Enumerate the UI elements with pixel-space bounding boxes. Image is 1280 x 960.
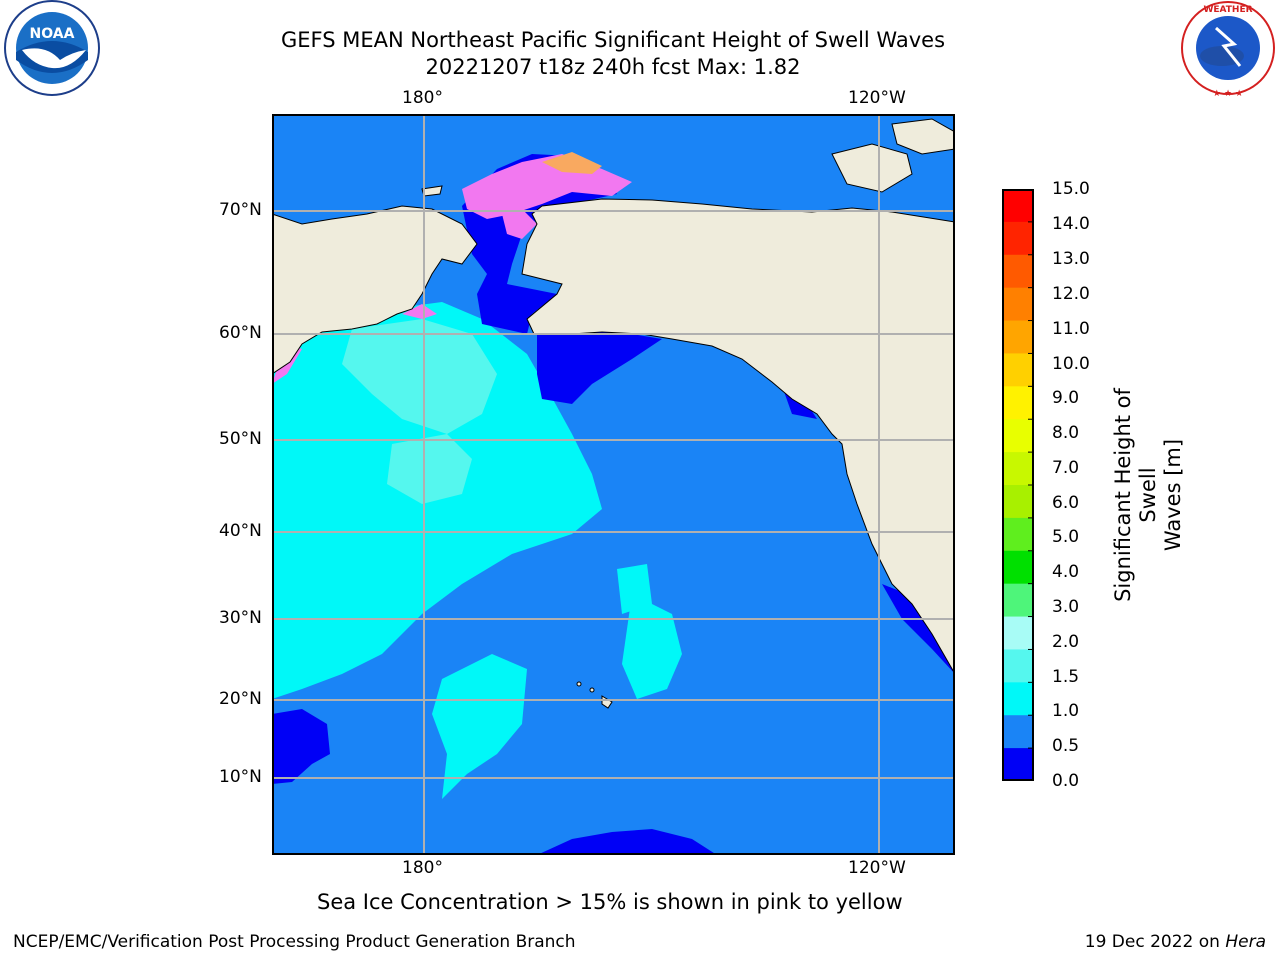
- colorbar-segment: [1002, 254, 1034, 289]
- svg-text:WEATHER: WEATHER: [1203, 5, 1252, 15]
- colorbar-segment: [1002, 649, 1034, 683]
- colorbar-segment: [1002, 452, 1034, 486]
- colorbar-border: [1002, 189, 1034, 781]
- colorbar-segment: [1002, 517, 1034, 552]
- colorbar-segment: [1002, 616, 1034, 650]
- colorbar-segment: [1002, 748, 1034, 782]
- footer-date: 19 Dec 2022 on Hera: [1085, 932, 1266, 952]
- colorbar-tick-0: 0.0: [1052, 771, 1080, 791]
- colorbar-tick-13: 13.0: [1052, 249, 1090, 269]
- lat-label-50n: 50°N: [219, 429, 262, 449]
- colorbar-tick-3: 3.0: [1052, 597, 1080, 617]
- colorbar: [1002, 188, 1034, 782]
- colorbar-label-line1: Significant Height of Swell: [1111, 388, 1160, 602]
- colorbar-tick-6: 6.0: [1052, 493, 1080, 513]
- colorbar-segment: [1002, 189, 1034, 223]
- noaa-logo-text: NOAA: [30, 26, 75, 42]
- footer-machine: Hera: [1225, 932, 1266, 952]
- footer-credit: NCEP/EMC/Verification Post Processing Pr…: [13, 932, 576, 952]
- lat-label-10n: 10°N: [219, 767, 262, 787]
- sea-ice-caption: Sea Ice Concentration > 15% is shown in …: [317, 890, 903, 914]
- colorbar-segment: [1002, 386, 1034, 420]
- colorbar-segment: [1002, 682, 1034, 716]
- colorbar-segment: [1002, 287, 1034, 322]
- colorbar-label: Significant Height of Swell Waves [m]: [1111, 363, 1185, 627]
- colorbar-tick-15: 15.0: [1052, 179, 1090, 199]
- colorbar-tick-9: 9.0: [1052, 388, 1080, 408]
- svg-text:★ ★ ★: ★ ★ ★: [1213, 89, 1243, 99]
- colorbar-segment: [1002, 550, 1034, 585]
- colorbar-label-line2: Waves [m]: [1161, 438, 1185, 552]
- colorbar-segment: [1002, 221, 1034, 256]
- map-panel: [271, 114, 956, 855]
- colorbar-tick-1-5: 1.5: [1052, 667, 1080, 687]
- colorbar-tick-10: 10.0: [1052, 354, 1090, 374]
- lat-label-70n: 70°N: [219, 200, 262, 220]
- lat-label-20n: 20°N: [219, 689, 262, 709]
- lon-label-top-120w: 120°W: [848, 88, 906, 108]
- lon-label-bottom-120w: 120°W: [848, 858, 906, 878]
- colorbar-tick-2: 2.0: [1052, 632, 1080, 652]
- colorbar-tick-5: 5.0: [1052, 527, 1080, 547]
- colorbar-segment: [1002, 320, 1034, 354]
- chart-subtitle: 20221207 t18z 240h fcst Max: 1.82: [425, 55, 801, 79]
- colorbar-segment: [1002, 715, 1034, 749]
- colorbar-tick-11: 11.0: [1052, 319, 1090, 339]
- colorbar-tick-1: 1.0: [1052, 701, 1080, 721]
- colorbar-tick-8: 8.0: [1052, 423, 1080, 443]
- colorbar-tick-14: 14.0: [1052, 214, 1090, 234]
- chart-title: GEFS MEAN Northeast Pacific Significant …: [280, 28, 946, 52]
- colorbar-tick-4: 4.0: [1052, 562, 1080, 582]
- colorbar-tick-7: 7.0: [1052, 458, 1080, 478]
- lon-label-top-180: 180°: [402, 88, 443, 108]
- colorbar-tick-12: 12.0: [1052, 284, 1090, 304]
- lon-label-bottom-180: 180°: [402, 858, 443, 878]
- colorbar-segment: [1002, 583, 1034, 618]
- nws-logo: WEATHER ★ ★ ★: [1178, 0, 1280, 100]
- lat-label-30n: 30°N: [219, 608, 262, 628]
- lat-label-60n: 60°N: [219, 323, 262, 343]
- colorbar-segment: [1002, 353, 1034, 387]
- colorbar-tick-0-5: 0.5: [1052, 736, 1080, 756]
- footer-date-text: 19 Dec 2022 on: [1084, 932, 1226, 952]
- lat-label-40n: 40°N: [219, 521, 262, 541]
- colorbar-segment: [1002, 485, 1034, 519]
- noaa-logo: NOAA: [0, 0, 106, 100]
- colorbar-segment: [1002, 419, 1034, 453]
